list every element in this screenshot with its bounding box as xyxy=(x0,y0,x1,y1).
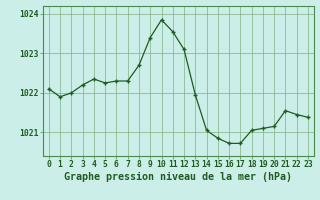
X-axis label: Graphe pression niveau de la mer (hPa): Graphe pression niveau de la mer (hPa) xyxy=(64,172,292,182)
